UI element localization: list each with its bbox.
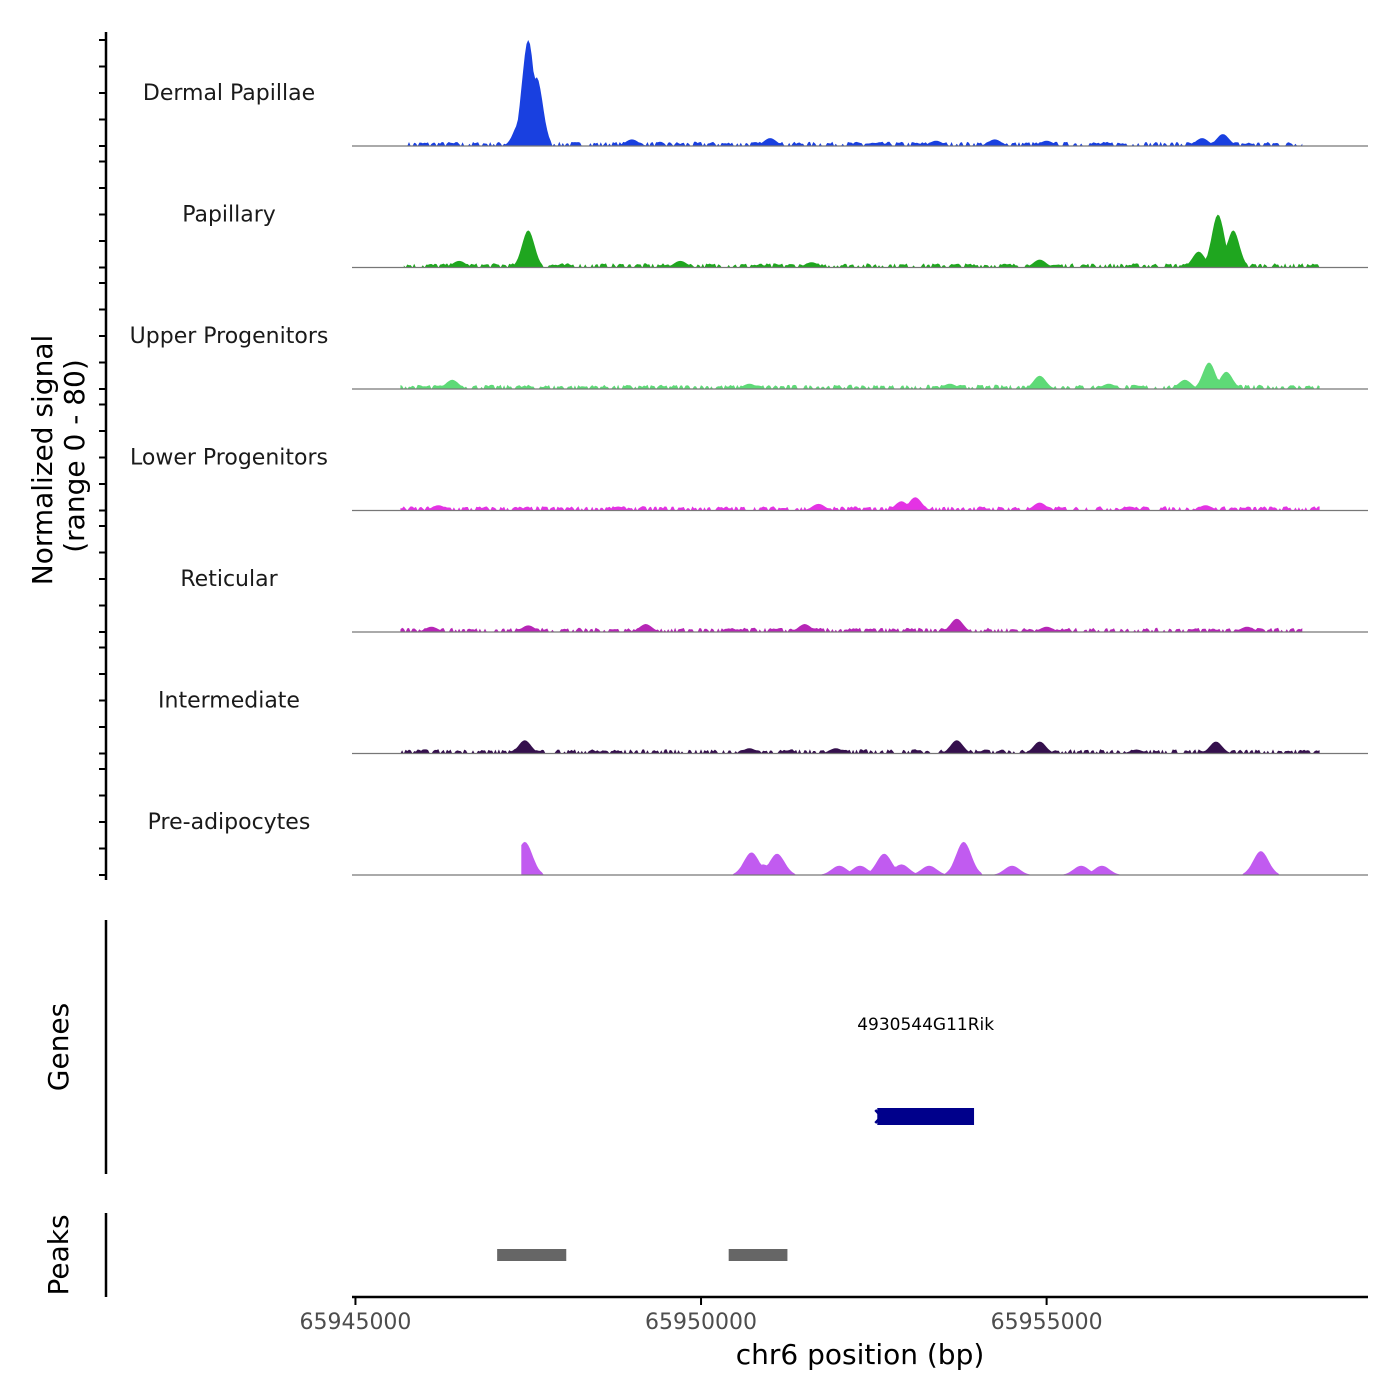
track-reticular: Reticular <box>180 567 1368 633</box>
signal-y-axis <box>99 32 108 880</box>
track-label-lower-progenitors: Lower Progenitors <box>130 446 328 471</box>
x-tick-label-65950000: 65950000 <box>645 1310 757 1335</box>
track-papillary: Papillary <box>182 203 1368 269</box>
peak-region-1 <box>497 1249 567 1261</box>
x-tick-label-65945000: 65945000 <box>299 1310 411 1335</box>
peak-track <box>497 1249 788 1261</box>
peak-region-2 <box>728 1249 788 1261</box>
track-dermal-papillae: Dermal Papillae <box>143 40 1368 147</box>
x-tick-label-65955000: 65955000 <box>991 1310 1103 1335</box>
gene-body-4930544g11rik <box>877 1108 975 1125</box>
y-axis-title-line1: Normalized signal <box>26 335 59 586</box>
track-intermediate: Intermediate <box>158 689 1368 755</box>
x-axis-ticks: 65945000 65950000 65955000 <box>299 1297 1103 1335</box>
gene-label-4930544g11rik: 4930544G11Rik <box>857 1015 994 1035</box>
signal-area-papillary <box>403 214 1320 268</box>
gene-4930544g11rik: 4930544G11Rik <box>857 1015 994 1125</box>
signal-area-dermal-papillae <box>407 40 1303 146</box>
track-lower-progenitors: Lower Progenitors <box>130 446 1368 512</box>
gene-strand-arrow <box>874 1109 883 1124</box>
x-axis-title: chr6 position (bp) <box>736 1338 985 1371</box>
genes-axis-title: Genes <box>42 1003 75 1091</box>
track-label-papillary: Papillary <box>182 203 276 228</box>
peaks-axis-title: Peaks <box>42 1214 75 1295</box>
track-label-upper-progenitors: Upper Progenitors <box>130 324 329 349</box>
track-label-reticular: Reticular <box>180 567 278 592</box>
signal-area-intermediate <box>400 740 1320 754</box>
track-upper-progenitors: Upper Progenitors <box>130 324 1368 390</box>
signal-area-lower-progenitors <box>400 497 1320 511</box>
track-label-pre-adipocytes: Pre-adipocytes <box>148 810 311 835</box>
track-label-dermal-papillae: Dermal Papillae <box>143 81 315 106</box>
signal-area-upper-progenitors <box>400 362 1320 389</box>
signal-area-reticular <box>400 618 1303 632</box>
track-label-intermediate: Intermediate <box>158 689 300 714</box>
signal-tracks: Dermal Papillae Papillary Upper Progenitor… <box>130 40 1368 876</box>
gene-track: 4930544G11Rik <box>857 1015 994 1125</box>
signal-area-pre-adipocytes <box>521 841 1282 875</box>
signal-y-ticks <box>99 39 106 876</box>
track-pre-adipocytes: Pre-adipocytes <box>148 810 1368 876</box>
y-axis-title-line2: (range 0 - 80) <box>58 359 91 553</box>
